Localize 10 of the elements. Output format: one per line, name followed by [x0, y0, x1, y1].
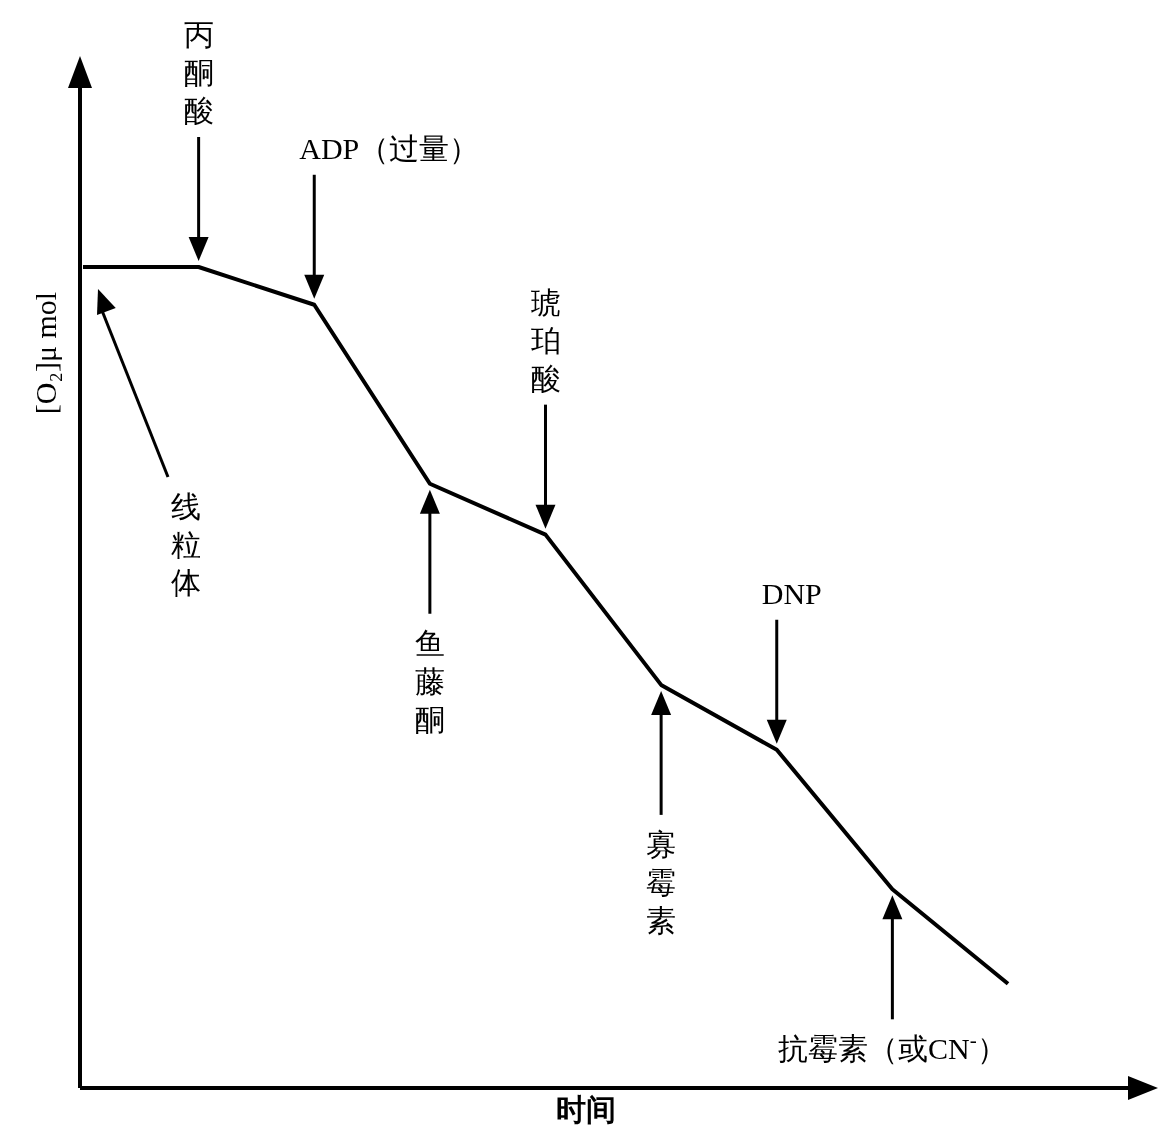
annotation: 鱼藤酮 [414, 626, 445, 736]
annotation: 寡霉素 [646, 827, 677, 937]
annotation: DNP [761, 576, 822, 610]
text: 丙酮酸 [183, 18, 214, 127]
x-axis-title: 时间 [556, 1093, 616, 1126]
annotation: 抗霉素（或CN$^{-}$） [778, 1028, 1007, 1066]
annotation: 线粒体 [171, 490, 201, 599]
text: ADP（过量） [299, 131, 480, 165]
y-axis-title: [O₂]μ mol [29, 291, 62, 415]
annotation: 琥珀酸 [530, 285, 561, 395]
